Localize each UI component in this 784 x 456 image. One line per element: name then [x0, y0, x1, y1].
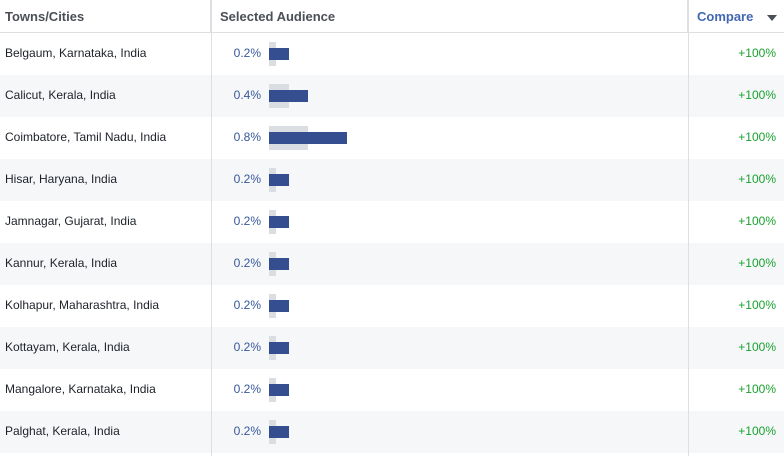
- table-row: Hisar, Haryana, India 0.2% +100%: [0, 159, 784, 201]
- audience-bar: [269, 258, 289, 270]
- audience-percent: 0.2%: [233, 214, 261, 228]
- table-row: Coimbatore, Tamil Nadu, India 0.8% +100%: [0, 117, 784, 159]
- city-name: Kottayam, Kerala, India: [5, 340, 130, 354]
- audience-percent: 0.2%: [233, 340, 261, 354]
- city-name: Palghat, Kerala, India: [5, 424, 120, 438]
- compare-value: +100%: [738, 424, 776, 438]
- table-row: Palghat, Kerala, India 0.2% +100%: [0, 411, 784, 453]
- header-audience-column: Selected Audience: [211, 0, 688, 32]
- city-name: Kolhapur, Maharashtra, India: [5, 298, 160, 312]
- table-row: Mangalore, Karnataka, India 0.2% +100%: [0, 369, 784, 411]
- audience-percent: 0.2%: [233, 172, 261, 186]
- audience-percent: 0.2%: [233, 298, 261, 312]
- table-body: Belgaum, Karnataka, India 0.2% +100% Calicu…: [0, 33, 784, 453]
- compare-value: +100%: [738, 340, 776, 354]
- audience-bar: [269, 426, 289, 438]
- audience-bar: [269, 174, 289, 186]
- audience-bar: [269, 384, 289, 396]
- table-row: Kolhapur, Maharashtra, India 0.2% +100%: [0, 285, 784, 327]
- audience-percent: 0.8%: [233, 130, 261, 144]
- header-compare-column[interactable]: Compare: [688, 0, 784, 32]
- header-selected-audience: Selected Audience: [220, 9, 336, 24]
- header-towns-cities: Towns/Cities: [5, 9, 85, 24]
- city-name: Jamnagar, Gujarat, India: [5, 214, 137, 228]
- city-name: Belgaum, Karnataka, India: [5, 46, 147, 60]
- compare-value: +100%: [738, 172, 776, 186]
- audience-bar: [269, 300, 289, 312]
- audience-percent: 0.2%: [233, 424, 261, 438]
- column-divider: [688, 0, 689, 456]
- compare-value: +100%: [738, 130, 776, 144]
- audience-bar: [269, 132, 347, 144]
- table-header: Towns/Cities Selected Audience Compare: [0, 0, 784, 33]
- audience-percent: 0.2%: [233, 382, 261, 396]
- city-name: Kannur, Kerala, India: [5, 256, 118, 270]
- table-row: Belgaum, Karnataka, India 0.2% +100%: [0, 33, 784, 75]
- chevron-down-icon[interactable]: [767, 15, 777, 21]
- compare-value: +100%: [738, 214, 776, 228]
- audience-percent: 0.2%: [233, 46, 261, 60]
- header-city-column: Towns/Cities: [0, 0, 211, 32]
- compare-dropdown-label[interactable]: Compare: [697, 9, 754, 24]
- column-divider: [211, 0, 212, 456]
- table-row: Calicut, Kerala, India 0.4% +100%: [0, 75, 784, 117]
- compare-value: +100%: [738, 298, 776, 312]
- compare-value: +100%: [738, 46, 776, 60]
- audience-bar: [269, 342, 289, 354]
- audience-percent: 0.4%: [233, 88, 261, 102]
- table-row: Kannur, Kerala, India 0.2% +100%: [0, 243, 784, 285]
- compare-value: +100%: [738, 88, 776, 102]
- compare-value: +100%: [738, 256, 776, 270]
- city-name: Hisar, Haryana, India: [5, 172, 118, 186]
- audience-percent: 0.2%: [233, 256, 261, 270]
- table-row: Jamnagar, Gujarat, India 0.2% +100%: [0, 201, 784, 243]
- compare-value: +100%: [738, 382, 776, 396]
- audience-bar: [269, 48, 289, 60]
- city-name: Mangalore, Karnataka, India: [5, 382, 156, 396]
- table-row: Kottayam, Kerala, India 0.2% +100%: [0, 327, 784, 369]
- city-name: Coimbatore, Tamil Nadu, India: [5, 130, 167, 144]
- audience-bar: [269, 216, 289, 228]
- city-name: Calicut, Kerala, India: [5, 88, 116, 102]
- audience-bar: [269, 90, 308, 102]
